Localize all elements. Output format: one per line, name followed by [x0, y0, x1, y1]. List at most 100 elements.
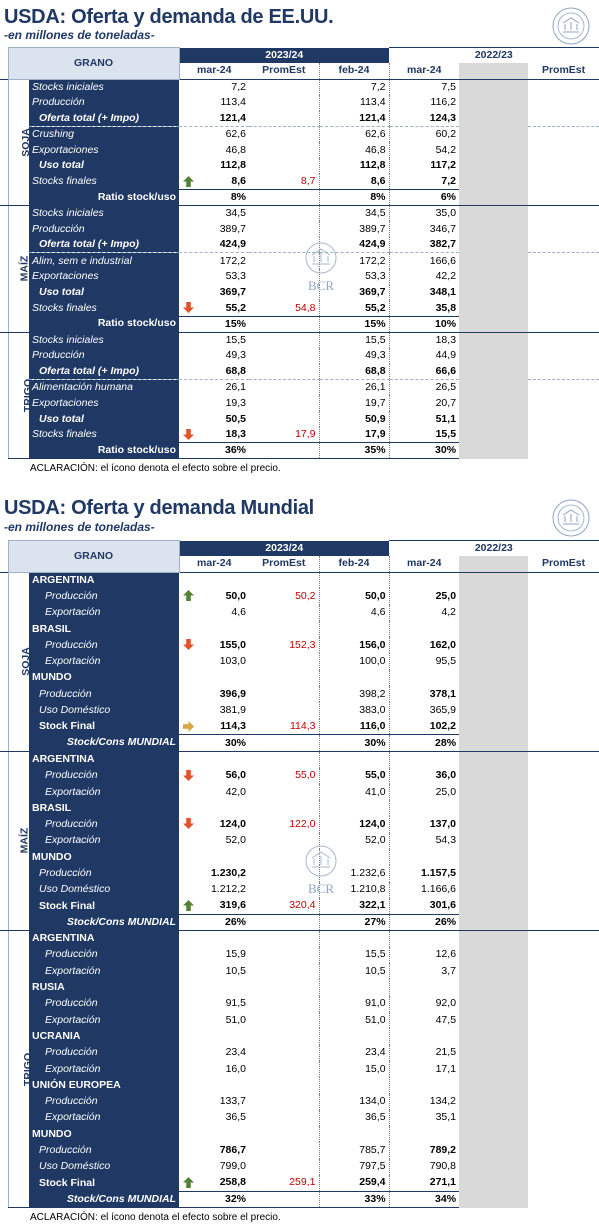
value-feb24: 100,0: [318, 653, 390, 670]
usa-table: GRANO 2023/24 2022/23 mar-24 PromEst feb-24 ma…: [0, 47, 599, 460]
spacer: [0, 1045, 8, 1061]
table-row: Exportación 103,0 100,0 95,5: [0, 653, 599, 670]
value-promest: [249, 995, 319, 1013]
value-promest-prev: [528, 110, 599, 127]
column-header: mar-24: [179, 63, 249, 80]
empty-gray-cell: [459, 268, 529, 285]
value-promest-prev: [528, 1191, 599, 1208]
value-mar24: [179, 979, 249, 996]
spacer: [0, 1012, 8, 1028]
value-promest-prev: [528, 702, 599, 719]
value-feb24: 68,8: [318, 363, 390, 380]
value-text: 23,4: [225, 1046, 246, 1059]
value-promest: 54,8: [249, 300, 319, 317]
empty-gray-cell: [459, 1191, 529, 1208]
table-row: Producción 91,5 91,0 92,0: [0, 995, 599, 1013]
value-promest: [249, 865, 319, 882]
row-label-text: Producción: [45, 948, 98, 961]
value-mar24: 7,2: [179, 78, 249, 95]
value-mar24-prev: 51,1: [388, 411, 460, 427]
empty-gray-cell: [459, 637, 529, 654]
value-mar24-prev: 301,6: [388, 897, 460, 915]
value-promest-prev: [528, 1044, 599, 1061]
value-mar24: [179, 669, 249, 687]
row-label: Producción: [29, 1093, 179, 1110]
spacer: [0, 285, 8, 301]
value-promest: [249, 125, 319, 143]
crop-label: TRIGO: [7, 331, 29, 460]
value-feb24: 10,5: [318, 963, 390, 980]
value-promest: 114,3: [249, 718, 319, 735]
year-header-previous: 2022/23: [389, 540, 599, 557]
value-text: 172,2: [219, 254, 246, 267]
value-mar24: 36,5: [179, 1109, 249, 1127]
row-label: Producción: [29, 94, 179, 111]
value-mar24-prev: 15,5: [388, 426, 460, 443]
row-label-text: Stocks finales: [32, 428, 97, 441]
value-text: 7,2: [231, 80, 246, 93]
row-label-text: Exportación: [45, 964, 101, 977]
table-row: Producción 49,3 49,3 44,9: [0, 347, 599, 364]
value-text: 49,3: [225, 349, 246, 362]
value-promest: [249, 1190, 319, 1209]
value-feb24: 52,0: [318, 832, 390, 850]
value-mar24: 799,0: [179, 1158, 249, 1175]
value-feb24: 156,0: [318, 637, 390, 654]
spacer: [0, 882, 8, 898]
column-header: PromEst: [249, 556, 319, 573]
value-mar24: [179, 571, 249, 589]
value-mar24-prev: 10%: [388, 315, 460, 333]
row-label-text: Stocks iniciales: [32, 80, 104, 93]
table-row: Uso Doméstico 799,0 797,5 790,8: [0, 1158, 599, 1175]
value-text: 15%: [224, 317, 246, 330]
row-label: Stocks finales: [29, 426, 179, 443]
row-label: UNIÓN EUROPEA: [29, 1077, 179, 1094]
spacer: [0, 95, 8, 111]
value-feb24: 134,0: [318, 1093, 390, 1110]
value-promest: [249, 442, 319, 460]
table-row: Exportaciones 19,3 19,7 20,7: [0, 395, 599, 412]
value-promest: [249, 252, 319, 269]
spacer: [0, 443, 8, 459]
spacer: [0, 849, 8, 865]
empty-gray-cell: [459, 979, 529, 996]
value-promest: 55,0: [249, 767, 319, 784]
value-promest-prev: [528, 783, 599, 801]
spacer: [0, 300, 8, 316]
world-table: GRANO 2023/24 2022/23 mar-24 PromEst feb-24 ma…: [0, 540, 599, 1209]
value-text: 56,0: [225, 769, 246, 782]
row-label-text: Stock/Cons MUNDIAL: [66, 1192, 176, 1205]
empty-gray-cell: [459, 718, 529, 735]
value-promest-prev: [528, 173, 599, 190]
empty-gray-cell: [459, 94, 529, 111]
value-mar24: [179, 800, 249, 817]
value-text: 51,0: [225, 1013, 246, 1026]
table-row: Stocks finales 55,2 54,8 55,2 35,8: [0, 300, 599, 317]
spacer: [0, 1191, 8, 1207]
table-row: Producción 1.230,2 1.232,6 1.157,5: [0, 865, 599, 882]
spacer: [0, 221, 8, 237]
spacer: [0, 78, 8, 95]
table-row: TRIGO Stocks iniciales 15,5 15,5 18,3: [0, 331, 599, 460]
row-label-text: Exportación: [45, 785, 101, 798]
row-label-text: Exportaciones: [32, 396, 99, 409]
value-feb24: 53,3: [318, 268, 390, 285]
value-feb24: 91,0: [318, 995, 390, 1013]
empty-gray-cell: [459, 189, 529, 206]
value-promest: [249, 268, 319, 285]
value-mar24-prev: [388, 750, 460, 768]
value-mar24: 389,7: [179, 221, 249, 238]
spacer: [0, 768, 8, 784]
value-promest: 259,1: [249, 1174, 319, 1192]
value-mar24: 26,1: [179, 379, 249, 396]
value-mar24-prev: 54,2: [388, 142, 460, 158]
empty-gray-cell: [459, 734, 529, 752]
footnote: ACLARACIÓN: el ícono denota el efecto so…: [30, 1212, 281, 1223]
empty-gray-cell: [459, 1077, 529, 1094]
value-promest: [249, 347, 319, 364]
row-label: Producción: [29, 816, 179, 833]
value-mar24: 319,6: [179, 897, 249, 915]
row-label: Exportación: [29, 1060, 179, 1078]
row-label: Uso Doméstico: [29, 702, 179, 719]
year-header-current: 2023/24: [179, 540, 390, 557]
